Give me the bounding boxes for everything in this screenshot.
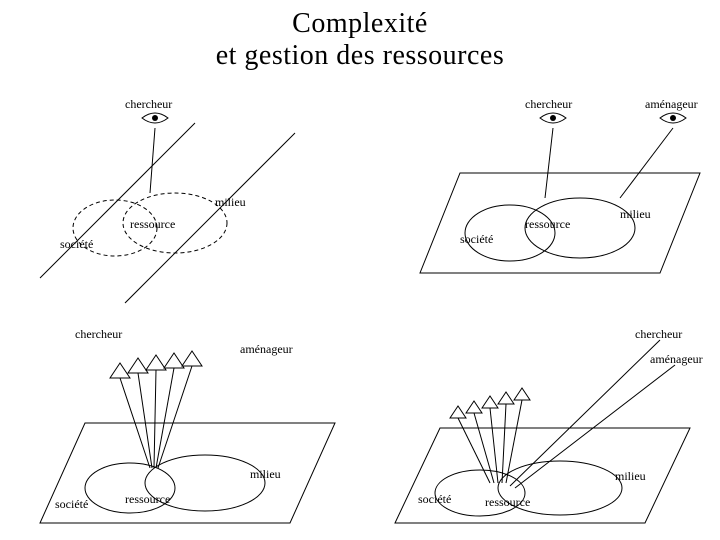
panel-4-svg: société ressource milieu chercheur aména… bbox=[360, 308, 720, 538]
label-milieu: milieu bbox=[215, 195, 246, 209]
label-ressource: ressource bbox=[125, 492, 170, 506]
eye-icon bbox=[142, 113, 168, 193]
label-ressource: ressource bbox=[485, 495, 530, 509]
label-chercheur: chercheur bbox=[75, 327, 122, 341]
label-ressource: ressource bbox=[130, 217, 175, 231]
panel-3: société ressource milieu chercheur aména… bbox=[0, 308, 360, 538]
panel-2: société ressource milieu chercheur aména… bbox=[360, 78, 720, 308]
title-line-2: et gestion des ressources bbox=[216, 40, 505, 71]
panel-2-svg: société ressource milieu chercheur aména… bbox=[360, 78, 720, 308]
plane bbox=[395, 428, 690, 523]
label-amenageur: aménageur bbox=[645, 97, 698, 111]
title-line-1: Complexité bbox=[292, 8, 428, 39]
page-title: Complexité et gestion des ressources bbox=[0, 0, 720, 72]
eye-icon bbox=[498, 392, 514, 483]
label-societe: société bbox=[460, 232, 493, 246]
panel-1: société ressource milieu chercheur bbox=[0, 78, 360, 308]
label-chercheur: chercheur bbox=[525, 97, 572, 111]
eye-icon-chercheur bbox=[540, 113, 566, 198]
label-amenageur: aménageur bbox=[240, 342, 293, 356]
ray-chercheur bbox=[510, 340, 660, 486]
panel-1-svg: société ressource milieu chercheur bbox=[0, 78, 360, 308]
eye-icon-amenageur bbox=[620, 113, 686, 198]
label-chercheur: chercheur bbox=[125, 97, 172, 111]
label-societe: société bbox=[60, 237, 93, 251]
panel-4: société ressource milieu chercheur aména… bbox=[360, 308, 720, 538]
panel-3-svg: société ressource milieu chercheur aména… bbox=[0, 308, 360, 538]
label-milieu: milieu bbox=[250, 467, 281, 481]
label-amenageur: aménageur bbox=[650, 352, 703, 366]
ray-amenageur bbox=[515, 365, 675, 488]
observer-cluster bbox=[450, 388, 530, 483]
eye-icon bbox=[450, 406, 490, 483]
diagram-grid: société ressource milieu chercheur socié… bbox=[0, 78, 720, 538]
label-societe: société bbox=[55, 497, 88, 511]
label-chercheur: chercheur bbox=[635, 327, 682, 341]
eye-icon bbox=[506, 388, 530, 483]
label-milieu: milieu bbox=[615, 469, 646, 483]
label-societe: société bbox=[418, 492, 451, 506]
label-milieu: milieu bbox=[620, 207, 651, 221]
observer-cluster bbox=[110, 351, 202, 468]
label-ressource: ressource bbox=[525, 217, 570, 231]
